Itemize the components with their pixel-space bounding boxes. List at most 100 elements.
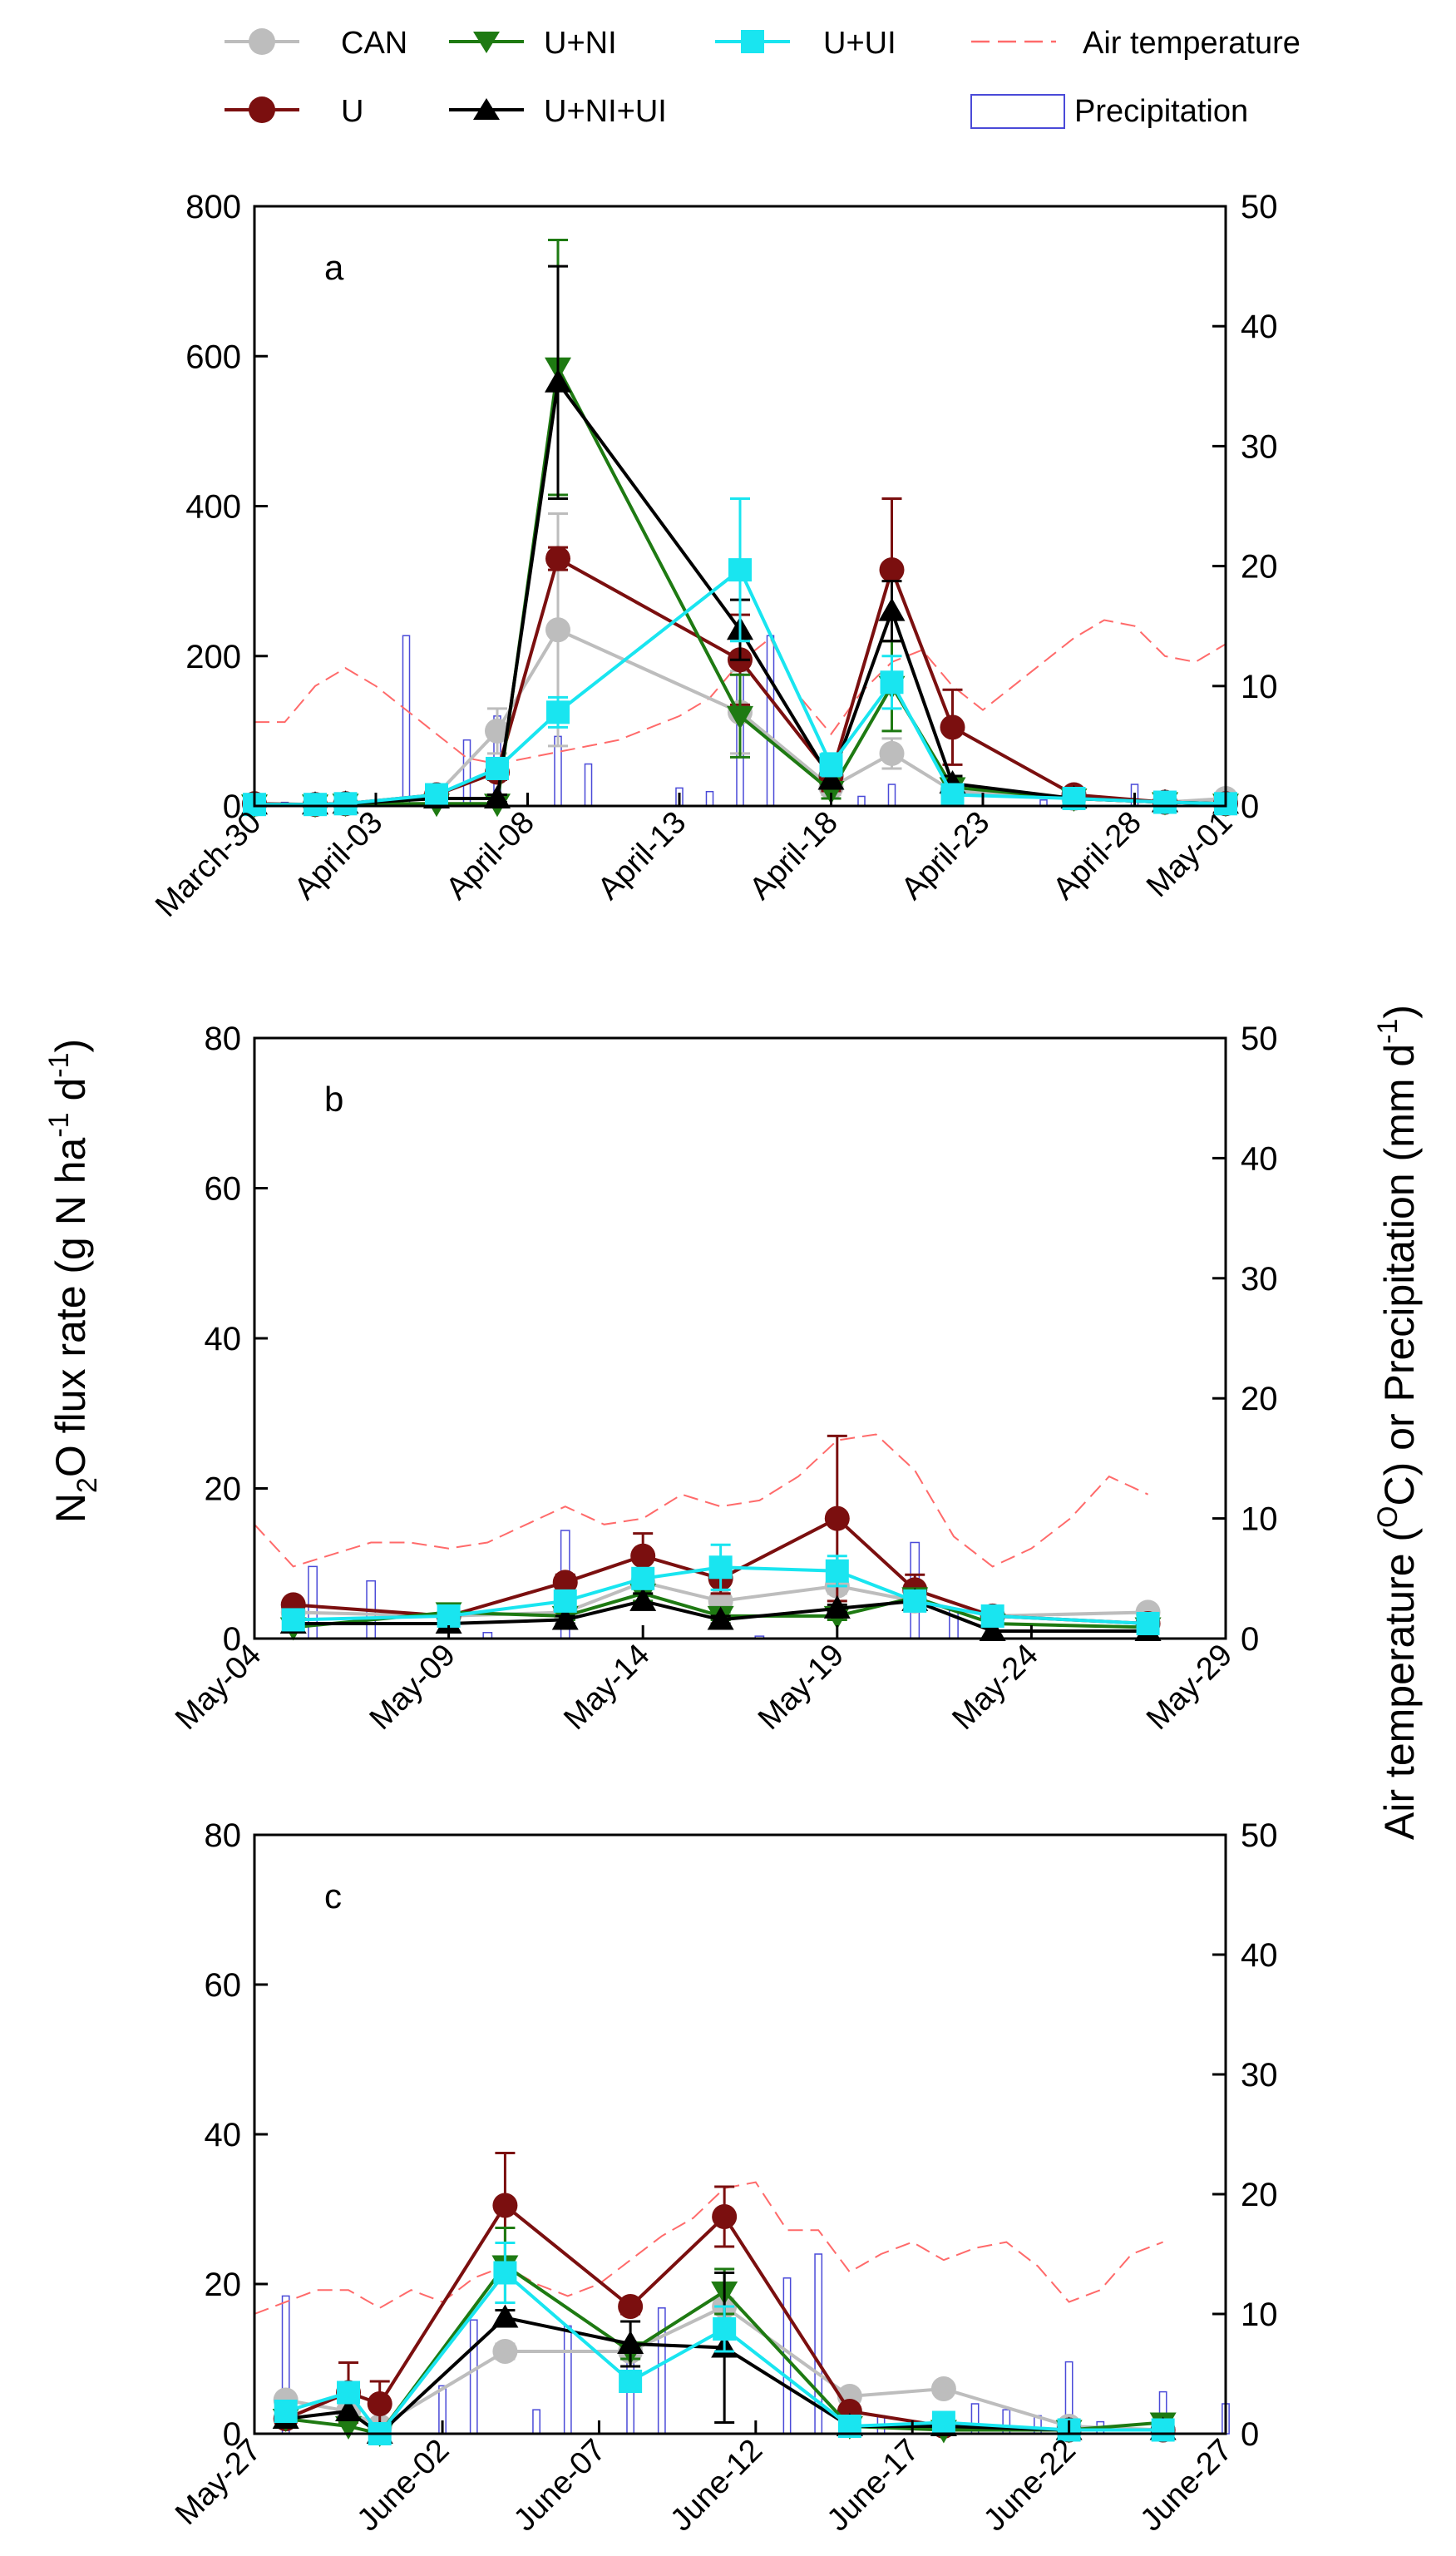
- data-point: [931, 2410, 955, 2435]
- panel-label: c: [324, 1876, 342, 1916]
- chart-panel-c: 0 20 40 60 80 0 10 20 30 40 50 May-27 June-02 June-07…: [169, 1817, 1277, 2538]
- y2-tick-label: 0: [1241, 789, 1259, 825]
- data-point: [1136, 1611, 1160, 1635]
- y-tick-label: 80: [205, 1817, 242, 1854]
- legend-label-u-ni: U+NI: [544, 26, 617, 61]
- y-tick-label: 80: [205, 1021, 242, 1057]
- data-point: [712, 2204, 738, 2229]
- y2-tick-label: 30: [1241, 2057, 1278, 2094]
- data-point: [617, 2331, 644, 2354]
- precipitation-bar: [308, 1565, 318, 1639]
- y2-tick-label: 20: [1241, 549, 1278, 586]
- precipitation-bar: [532, 2409, 540, 2435]
- y-tick-label: 0: [223, 789, 241, 825]
- series-u-ui: [274, 2242, 1175, 2445]
- x-tick-label: May-27: [169, 2433, 268, 2532]
- data-point: [879, 557, 905, 583]
- legend: CAN U U+NI U+NI+UI U+UI Air temperature: [225, 26, 1301, 129]
- plot-frame: [253, 1036, 1227, 1640]
- x-tick-label: April-08: [440, 805, 541, 907]
- data-point: [367, 2391, 392, 2416]
- y2-tick-label: 10: [1241, 2296, 1278, 2333]
- data-point: [437, 1604, 461, 1628]
- data-point: [713, 2317, 737, 2341]
- panel-label: a: [324, 248, 344, 287]
- data-point: [492, 2193, 518, 2218]
- data-point: [552, 1570, 578, 1595]
- x-tick-label: May-19: [752, 1638, 851, 1737]
- legend-label-u-ui: U+UI: [823, 26, 896, 61]
- data-point: [940, 783, 965, 807]
- precipitation-bar: [469, 2319, 478, 2435]
- data-point: [545, 546, 570, 571]
- data-point: [546, 700, 570, 724]
- y-tick-label: 0: [223, 1621, 241, 1658]
- y-tick-label: 20: [205, 2267, 242, 2303]
- legend-entry-u-ui: U+UI: [715, 26, 896, 61]
- chart-panel-b: 0 20 40 60 80 0 10 20 30 40 50 May-04 May-09 May-14 Ma…: [169, 1021, 1277, 1737]
- y-tick-label: 800: [185, 189, 241, 225]
- x-tick-label: April-23: [895, 805, 996, 907]
- data-point: [485, 718, 510, 744]
- right-axis-label: Air temperature (OC) or Precipitation (m…: [1372, 1005, 1423, 1840]
- data-point: [930, 2376, 956, 2401]
- data-point: [425, 783, 448, 807]
- data-point: [903, 1589, 927, 1613]
- legend-entry-precipitation: Precipitation: [970, 94, 1248, 129]
- data-point: [980, 1604, 1004, 1628]
- y2-tick-label: 40: [1241, 1937, 1278, 1974]
- data-point: [304, 793, 327, 817]
- x-tick-label: May-04: [169, 1638, 268, 1737]
- legend-label-air-temperature: Air temperature: [1083, 26, 1301, 61]
- data-point: [631, 1566, 655, 1590]
- data-point: [545, 368, 571, 393]
- data-point: [979, 1617, 1006, 1641]
- data-point: [333, 792, 358, 816]
- series-line: [285, 2262, 1163, 2436]
- legend-entry-u-ni: U+NI: [449, 26, 617, 61]
- legend-entry-can: CAN: [225, 26, 407, 61]
- legend-entry-u-ni-ui: U+NI+UI: [449, 94, 667, 129]
- y2-tick-label: 30: [1241, 1261, 1278, 1298]
- legend-label-u-ni-ui: U+NI+UI: [544, 94, 667, 129]
- data-point: [708, 1555, 733, 1580]
- data-point: [825, 1559, 849, 1583]
- x-tick-label: May-29: [1140, 1638, 1239, 1737]
- series-u-ui: [243, 497, 1237, 817]
- data-point: [823, 1594, 851, 1619]
- x-tick-label: June-22: [977, 2433, 1083, 2539]
- data-point: [281, 1608, 305, 1632]
- legend-label-precipitation: Precipitation: [1074, 94, 1248, 129]
- legend-entry-u: U: [225, 94, 363, 129]
- data-point: [335, 2398, 363, 2421]
- data-point: [274, 2400, 298, 2423]
- data-point: [553, 1589, 577, 1613]
- data-point: [618, 2294, 644, 2319]
- x-tick-label: March-30: [149, 805, 268, 924]
- x-tick-label: May-01: [1140, 805, 1239, 904]
- y2-tick-label: 0: [1241, 2416, 1259, 2453]
- y2-tick-label: 50: [1241, 1021, 1278, 1057]
- data-point: [728, 558, 752, 582]
- y-tick-label: 40: [205, 1321, 242, 1357]
- left-axis-label: N2O flux rate (g N ha-1 d-1): [43, 1039, 103, 1523]
- x-tick-label: April-28: [1047, 805, 1148, 907]
- precipitation-bar: [857, 795, 866, 807]
- data-point: [1151, 2418, 1175, 2442]
- precipitation-bar: [657, 2307, 666, 2435]
- precipitation-bar: [462, 739, 471, 807]
- y2-tick-label: 40: [1241, 1140, 1278, 1177]
- data-point: [1153, 790, 1177, 814]
- data-point: [629, 1587, 657, 1611]
- air-temperature-line: [254, 1433, 1149, 1568]
- y2-tick-label: 10: [1241, 669, 1278, 705]
- data-point: [492, 2339, 518, 2364]
- x-tick-label: May-24: [945, 1638, 1044, 1737]
- data-point: [727, 705, 753, 729]
- x-tick-label: June-07: [507, 2433, 613, 2539]
- data-point: [619, 2370, 643, 2393]
- x-tick-label: April-18: [743, 805, 845, 907]
- air-temperature-line: [254, 2181, 1163, 2315]
- data-point: [817, 766, 845, 790]
